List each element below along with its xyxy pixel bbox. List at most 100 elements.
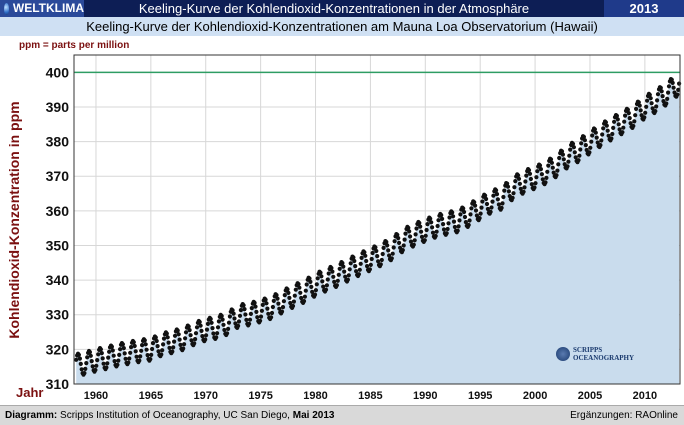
co2-data-point: [392, 239, 397, 244]
co2-data-point: [447, 215, 452, 220]
co2-data-point: [276, 301, 281, 306]
co2-data-point: [469, 206, 474, 211]
co2-data-point: [116, 358, 121, 363]
co2-data-point: [617, 127, 622, 132]
co2-data-point: [473, 203, 478, 208]
co2-data-point: [621, 125, 626, 130]
co2-data-point: [397, 240, 402, 245]
co2-data-point: [375, 254, 380, 259]
x-tick-label: 1980: [303, 390, 327, 402]
co2-data-point: [513, 179, 518, 184]
co2-data-point: [325, 277, 330, 282]
co2-data-point: [637, 103, 642, 108]
co2-data-point: [121, 346, 126, 351]
source-date: Mai 2013: [292, 410, 335, 421]
co2-data-point: [321, 284, 326, 289]
co2-data-point: [150, 341, 156, 346]
co2-data-point: [247, 317, 253, 322]
co2-data-point: [546, 163, 551, 168]
co2-data-point: [526, 168, 532, 173]
co2-data-point: [570, 141, 576, 146]
co2-data-point: [473, 208, 479, 213]
co2-data-point: [408, 234, 413, 239]
co2-data-point: [485, 206, 490, 212]
y-tick-label: 330: [46, 307, 70, 323]
co2-data-point: [104, 365, 109, 370]
co2-data-point: [221, 322, 226, 327]
co2-data-point: [254, 309, 259, 314]
co2-data-point: [599, 138, 604, 143]
co2-data-point: [484, 201, 490, 207]
co2-data-point: [93, 367, 98, 373]
co2-data-point: [428, 216, 433, 221]
co2-data-point: [128, 350, 133, 355]
co2-data-point: [378, 262, 383, 267]
co2-data-point: [315, 276, 320, 281]
co2-data-point: [313, 288, 318, 293]
brand-badge: WELTKLIMA: [0, 0, 84, 17]
co2-data-point: [477, 216, 482, 221]
co2-data-point: [248, 311, 253, 316]
co2-data-point: [269, 315, 274, 320]
co2-data-point: [312, 292, 318, 297]
co2-data-point: [582, 138, 588, 143]
co2-data-point: [265, 306, 270, 311]
co2-data-point: [522, 185, 527, 190]
co2-data-point: [356, 272, 361, 277]
co2-data-point: [215, 325, 221, 330]
co2-data-point: [331, 274, 336, 279]
co2-data-point: [237, 313, 243, 318]
footer-credit: Ergänzungen: RAOnline: [570, 410, 678, 421]
co2-data-point: [675, 92, 680, 97]
co2-data-point: [359, 255, 364, 260]
co2-data-point: [418, 224, 423, 229]
keeling-chart: 310 320 330 340 350 360 370 380 390 400 1960 1965 1…: [46, 54, 682, 402]
co2-data-point: [79, 367, 84, 372]
co2-data-point: [171, 345, 176, 350]
co2-data-point: [266, 311, 271, 316]
co2-data-point: [583, 143, 588, 148]
co2-data-point: [601, 126, 606, 131]
co2-data-point: [655, 98, 660, 103]
co2-data-point: [342, 269, 347, 274]
globe-icon: [4, 2, 9, 15]
co2-data-point: [391, 245, 396, 250]
co2-data-point: [414, 226, 419, 231]
co2-data-point: [584, 147, 589, 153]
co2-data-point: [140, 343, 145, 348]
co2-data-point: [208, 316, 213, 322]
co2-data-point: [533, 181, 538, 186]
co2-data-point: [488, 209, 493, 214]
co2-data-point: [320, 279, 325, 284]
co2-data-point: [592, 127, 598, 132]
co2-data-point: [117, 352, 122, 357]
co2-data-point: [494, 188, 499, 193]
co2-data-point: [628, 121, 633, 126]
co2-data-point: [225, 331, 230, 336]
co2-data-point: [155, 344, 160, 349]
co2-data-point: [610, 131, 615, 137]
co2-data-point: [340, 261, 345, 266]
co2-data-point: [576, 158, 581, 163]
co2-data-point: [297, 285, 302, 290]
co2-data-point: [381, 245, 386, 250]
co2-data-point: [197, 319, 202, 325]
co2-data-point: [446, 221, 451, 226]
co2-data-point: [511, 191, 516, 196]
co2-data-point: [186, 324, 191, 329]
co2-data-point: [642, 115, 647, 120]
co2-data-point: [419, 234, 425, 239]
co2-data-point: [423, 233, 428, 238]
co2-data-point: [324, 283, 329, 288]
co2-data-point: [176, 332, 181, 337]
co2-data-point: [577, 153, 582, 158]
co2-data-point: [550, 165, 555, 170]
co2-data-point: [298, 290, 303, 295]
co2-data-point: [451, 219, 457, 224]
co2-data-point: [633, 113, 638, 118]
co2-data-point: [655, 92, 661, 97]
co2-data-point: [216, 319, 221, 324]
co2-data-point: [367, 267, 372, 272]
co2-data-point: [292, 293, 297, 298]
co2-data-point: [512, 185, 517, 190]
